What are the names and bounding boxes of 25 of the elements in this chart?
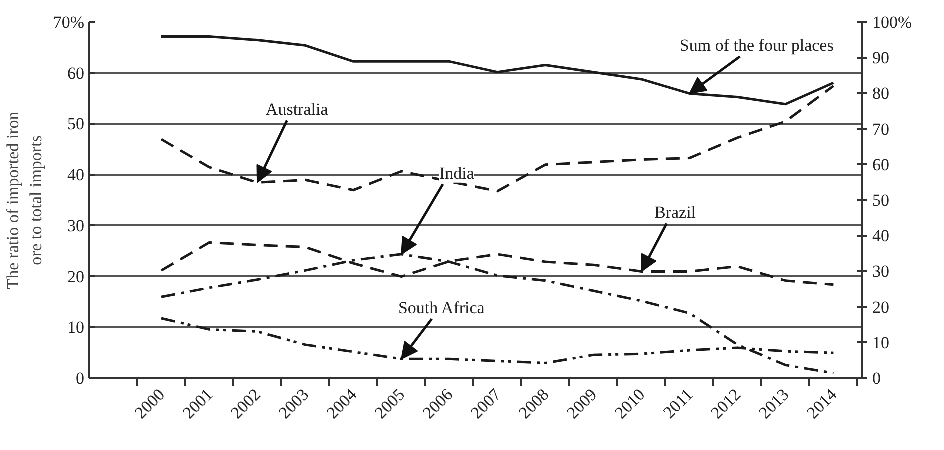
y-tick-label: 20 <box>68 267 84 286</box>
y-axis-title: The ratio of imported iron ore to total imports <box>4 111 46 290</box>
annotation: Australia <box>266 100 329 120</box>
y2-tick-label: 40 <box>872 226 890 246</box>
y2-tick-label: 60 <box>872 155 890 174</box>
y2-tick-label: 10 <box>872 333 890 352</box>
annotation: India <box>439 164 475 183</box>
y2-tick-label: 70 <box>872 120 890 139</box>
y2-tick-label: 20 <box>872 298 890 317</box>
y-tick-label: 10 <box>68 318 84 338</box>
annotation: Brazil <box>654 203 696 222</box>
y-tick-label: 0 <box>76 369 84 388</box>
y-tick-label: 60 <box>68 64 84 83</box>
y2-tick-label: 80 <box>872 84 890 104</box>
y-tick-label: 30 <box>68 216 84 236</box>
y-tick-label: 70% <box>53 13 85 32</box>
y2-tick-label: 0 <box>872 369 881 388</box>
annotation: Sum of the four places <box>680 36 834 56</box>
y2-tick-label: 30 <box>872 262 890 282</box>
y2-tick-label: 50 <box>872 191 890 210</box>
y2-tick-label: 100% <box>872 13 912 32</box>
y-tick-label: 50 <box>68 114 84 134</box>
y-tick-label: 40 <box>68 166 84 185</box>
annotation: South Africa <box>398 298 486 318</box>
y2-tick-label: 90 <box>872 48 890 68</box>
